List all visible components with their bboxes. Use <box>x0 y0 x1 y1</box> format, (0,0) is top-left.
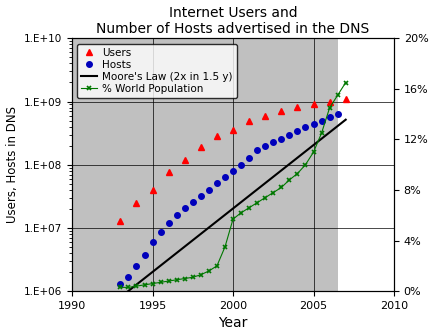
% World Population <box>279 185 284 190</box>
Hosts <box>255 148 260 152</box>
Hosts <box>303 125 308 129</box>
Hosts <box>190 200 195 204</box>
Hosts <box>150 240 155 244</box>
Hosts <box>238 163 243 167</box>
% World Population <box>190 275 195 279</box>
Line: % World Population: % World Population <box>118 80 348 290</box>
Hosts <box>118 282 123 286</box>
Hosts <box>206 188 211 192</box>
Hosts <box>182 206 187 210</box>
Users <box>198 145 204 149</box>
% World Population <box>335 93 340 97</box>
X-axis label: Year: Year <box>218 317 248 330</box>
% World Population <box>174 278 179 282</box>
Line: Hosts: Hosts <box>118 111 340 287</box>
Users <box>230 128 236 132</box>
% World Population <box>255 201 260 205</box>
Hosts <box>222 174 227 178</box>
% World Population <box>134 284 139 288</box>
Hosts <box>295 129 300 133</box>
Users <box>343 97 349 101</box>
Users <box>247 119 252 123</box>
Line: Users: Users <box>117 95 349 224</box>
Moore's Law (2x in 1.5 y) <box>118 295 123 299</box>
% World Population <box>142 283 147 287</box>
Hosts <box>142 252 147 256</box>
Users <box>279 109 284 113</box>
Hosts <box>271 140 276 144</box>
Hosts <box>198 194 204 198</box>
Title: Internet Users and
Number of Hosts advertised in the DNS: Internet Users and Number of Hosts adver… <box>96 6 370 36</box>
Users <box>150 188 155 192</box>
% World Population <box>166 279 171 283</box>
% World Population <box>206 269 211 273</box>
Moore's Law (2x in 1.5 y) <box>160 262 165 266</box>
Hosts <box>214 181 220 185</box>
Users <box>295 105 300 109</box>
% World Population <box>319 131 324 135</box>
Users <box>263 114 268 118</box>
Hosts <box>230 169 236 173</box>
% World Population <box>158 280 163 284</box>
Hosts <box>335 112 340 116</box>
Hosts <box>166 221 171 225</box>
% World Population <box>150 282 155 286</box>
Users <box>118 219 123 223</box>
Hosts <box>287 133 292 137</box>
Moore's Law (2x in 1.5 y) <box>132 285 137 289</box>
% World Population <box>327 106 332 110</box>
Users <box>134 201 139 205</box>
Y-axis label: Users, Hosts in DNS: Users, Hosts in DNS <box>6 106 19 223</box>
Hosts <box>174 213 179 217</box>
% World Population <box>271 191 276 195</box>
Users <box>327 99 332 103</box>
% World Population <box>247 206 252 210</box>
Hosts <box>247 156 252 160</box>
% World Population <box>126 285 131 289</box>
Users <box>311 102 316 107</box>
% World Population <box>303 163 308 167</box>
Moore's Law (2x in 1.5 y) <box>343 118 349 122</box>
Users <box>182 158 187 162</box>
Bar <box>338 38 394 291</box>
Hosts <box>134 264 139 268</box>
Hosts <box>126 275 131 279</box>
% World Population <box>198 273 204 277</box>
Hosts <box>158 230 163 235</box>
% World Population <box>343 81 349 85</box>
Moore's Law (2x in 1.5 y) <box>332 127 337 131</box>
Hosts <box>311 122 316 126</box>
% World Population <box>222 245 227 249</box>
% World Population <box>295 172 300 176</box>
% World Population <box>182 277 187 281</box>
% World Population <box>118 285 123 289</box>
Moore's Law (2x in 1.5 y) <box>178 248 183 252</box>
% World Population <box>214 264 220 268</box>
% World Population <box>287 178 292 182</box>
Moore's Law (2x in 1.5 y) <box>127 288 132 292</box>
Line: Moore's Law (2x in 1.5 y): Moore's Law (2x in 1.5 y) <box>120 120 346 297</box>
Hosts <box>263 144 268 148</box>
% World Population <box>263 196 268 200</box>
Hosts <box>319 119 324 123</box>
Hosts <box>327 115 332 119</box>
% World Population <box>230 217 236 221</box>
Users <box>166 170 171 174</box>
Users <box>214 134 220 138</box>
% World Population <box>311 150 316 154</box>
Hosts <box>279 136 284 140</box>
% World Population <box>238 211 243 215</box>
Legend: Users, Hosts, Moore's Law (2x in 1.5 y), % World Population: Users, Hosts, Moore's Law (2x in 1.5 y),… <box>77 44 237 98</box>
Moore's Law (2x in 1.5 y) <box>324 133 329 137</box>
